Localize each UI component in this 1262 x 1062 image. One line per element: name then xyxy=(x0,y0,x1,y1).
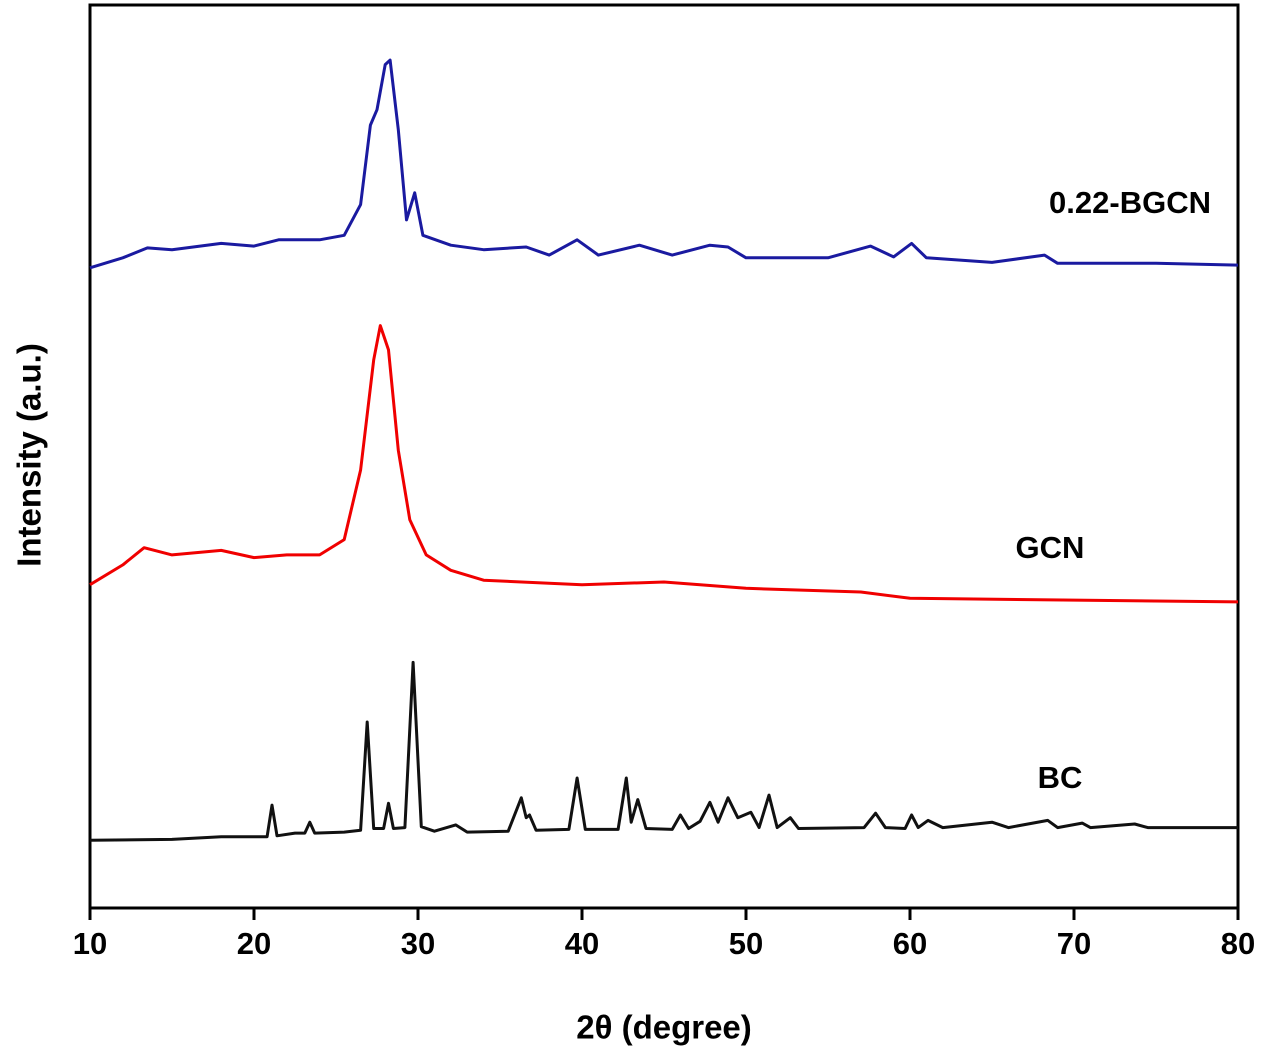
line-series xyxy=(89,324,1239,604)
plot-frame xyxy=(88,3,1240,910)
x-axis-title: 2θ (degree) xyxy=(576,1009,752,1046)
x-tick-label: 40 xyxy=(565,926,599,961)
x-tick-label: 10 xyxy=(73,926,107,961)
series-label: 0.22-BGCN xyxy=(1049,185,1211,220)
x-tick-label: 60 xyxy=(893,926,927,961)
series-label: GCN xyxy=(1016,530,1085,565)
y-axis-title: Intensity (a.u.) xyxy=(11,343,48,567)
line-series xyxy=(89,58,1239,270)
x-tick-label: 70 xyxy=(1057,926,1091,961)
line-series xyxy=(89,660,1238,842)
x-tick-label: 80 xyxy=(1221,926,1255,961)
x-tick-label: 50 xyxy=(729,926,763,961)
series-label: BC xyxy=(1038,760,1083,795)
x-tick-label: 20 xyxy=(237,926,271,961)
x-tick-label: 30 xyxy=(401,926,435,961)
